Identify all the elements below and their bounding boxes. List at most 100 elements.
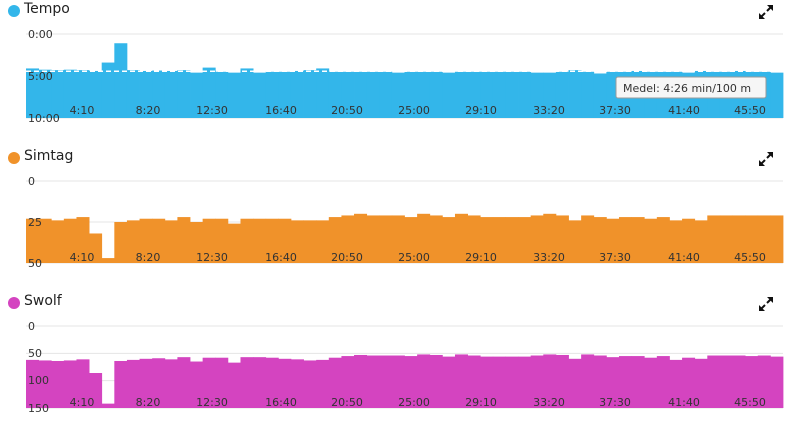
bar xyxy=(240,357,254,408)
bar xyxy=(202,218,216,263)
y-tick-label: 0 xyxy=(28,175,35,188)
x-tick-label: 4:10 xyxy=(70,251,95,264)
bar xyxy=(354,354,368,408)
bar xyxy=(101,258,115,263)
bar xyxy=(682,357,696,408)
bar xyxy=(63,69,77,118)
bar xyxy=(694,220,708,263)
bar xyxy=(555,354,569,408)
swolf-legend-dot xyxy=(8,297,20,309)
bar xyxy=(442,72,456,118)
bar xyxy=(253,357,267,408)
bar xyxy=(530,72,544,118)
simtag-chart: 0 25 50 4:10 8:20 12:30 16:40 20:50 25:00 29:10 33… xyxy=(26,175,784,270)
y-tick-label: 25 xyxy=(28,216,42,229)
simtag-header: Simtag xyxy=(0,147,790,171)
y-tick-label: 50 xyxy=(28,257,42,270)
tempo-title: Tempo xyxy=(24,1,70,17)
bar xyxy=(227,362,241,408)
bar xyxy=(606,357,620,408)
bar xyxy=(429,71,443,118)
expand-icon[interactable] xyxy=(758,296,774,312)
bar xyxy=(581,71,595,118)
bar xyxy=(152,358,166,408)
bar xyxy=(719,215,733,263)
bar xyxy=(568,220,582,263)
bar xyxy=(38,69,52,118)
bar xyxy=(593,73,607,118)
bar xyxy=(707,215,721,263)
bar xyxy=(164,70,178,118)
bar xyxy=(26,68,40,118)
bar xyxy=(404,217,418,263)
x-tick-label: 16:40 xyxy=(265,396,297,409)
bar xyxy=(505,356,519,408)
bar xyxy=(215,71,229,118)
bar xyxy=(555,71,569,118)
bar xyxy=(366,215,380,263)
bar xyxy=(76,359,90,408)
tempo-legend-dot xyxy=(8,5,20,17)
bar xyxy=(568,358,582,408)
expand-icon[interactable] xyxy=(758,4,774,20)
expand-icon[interactable] xyxy=(758,151,774,167)
x-tick-label: 25:00 xyxy=(398,396,430,409)
bar xyxy=(669,359,683,408)
bar xyxy=(631,356,645,408)
tempo-chart: 0:00 5:00 10:00 4:10 8:20 12:30 16:40 20:50 25:0… xyxy=(26,28,784,125)
bar xyxy=(745,356,759,408)
bar xyxy=(265,218,279,263)
x-tick-label: 29:10 xyxy=(465,251,497,264)
bar xyxy=(669,220,683,263)
x-tick-label: 45:50 xyxy=(734,104,766,117)
bar xyxy=(593,217,607,263)
bar xyxy=(581,354,595,408)
bar xyxy=(202,357,216,408)
bar xyxy=(568,70,582,118)
bar xyxy=(190,222,204,263)
bar xyxy=(215,218,229,263)
bar xyxy=(555,215,569,263)
bar xyxy=(341,71,355,118)
x-tick-label: 20:50 xyxy=(331,104,363,117)
bar xyxy=(757,215,771,263)
x-tick-label: 41:40 xyxy=(668,251,700,264)
bar xyxy=(354,71,368,118)
x-tick-label: 33:20 xyxy=(533,396,565,409)
bar xyxy=(89,373,103,408)
bar xyxy=(707,355,721,408)
x-tick-label: 16:40 xyxy=(265,251,297,264)
bar xyxy=(757,355,771,408)
bar xyxy=(530,355,544,408)
bar xyxy=(530,215,544,263)
bar xyxy=(139,70,153,118)
bar xyxy=(240,218,254,263)
bar xyxy=(391,355,405,408)
bar xyxy=(505,217,519,263)
bar xyxy=(303,360,317,408)
x-tick-label: 12:30 xyxy=(196,104,228,117)
y-tick-label: 10:00 xyxy=(28,112,60,125)
swolf-chart: 0 50 100 150 4:10 8:20 12:30 16:40 20:50 25:00 29:… xyxy=(26,320,784,415)
bar xyxy=(202,67,216,118)
x-tick-label: 37:30 xyxy=(599,104,631,117)
bar xyxy=(631,217,645,263)
bar xyxy=(126,70,140,118)
bar xyxy=(278,218,292,263)
bar xyxy=(76,217,90,263)
bar xyxy=(467,215,481,263)
bar xyxy=(379,71,393,118)
bar xyxy=(303,220,317,263)
bar xyxy=(215,357,229,408)
bar xyxy=(164,220,178,263)
bar xyxy=(51,360,65,408)
x-tick-label: 25:00 xyxy=(398,104,430,117)
bar xyxy=(126,220,140,263)
x-tick-label: 8:20 xyxy=(136,396,161,409)
bar xyxy=(745,215,759,263)
bar xyxy=(164,359,178,408)
bar xyxy=(417,354,431,408)
bar xyxy=(114,360,128,408)
bar xyxy=(227,223,241,263)
tempo-panel: Tempo 0:00 5:00 10:00 4:10 8:20 12:30 16:40 20:… xyxy=(0,0,790,140)
